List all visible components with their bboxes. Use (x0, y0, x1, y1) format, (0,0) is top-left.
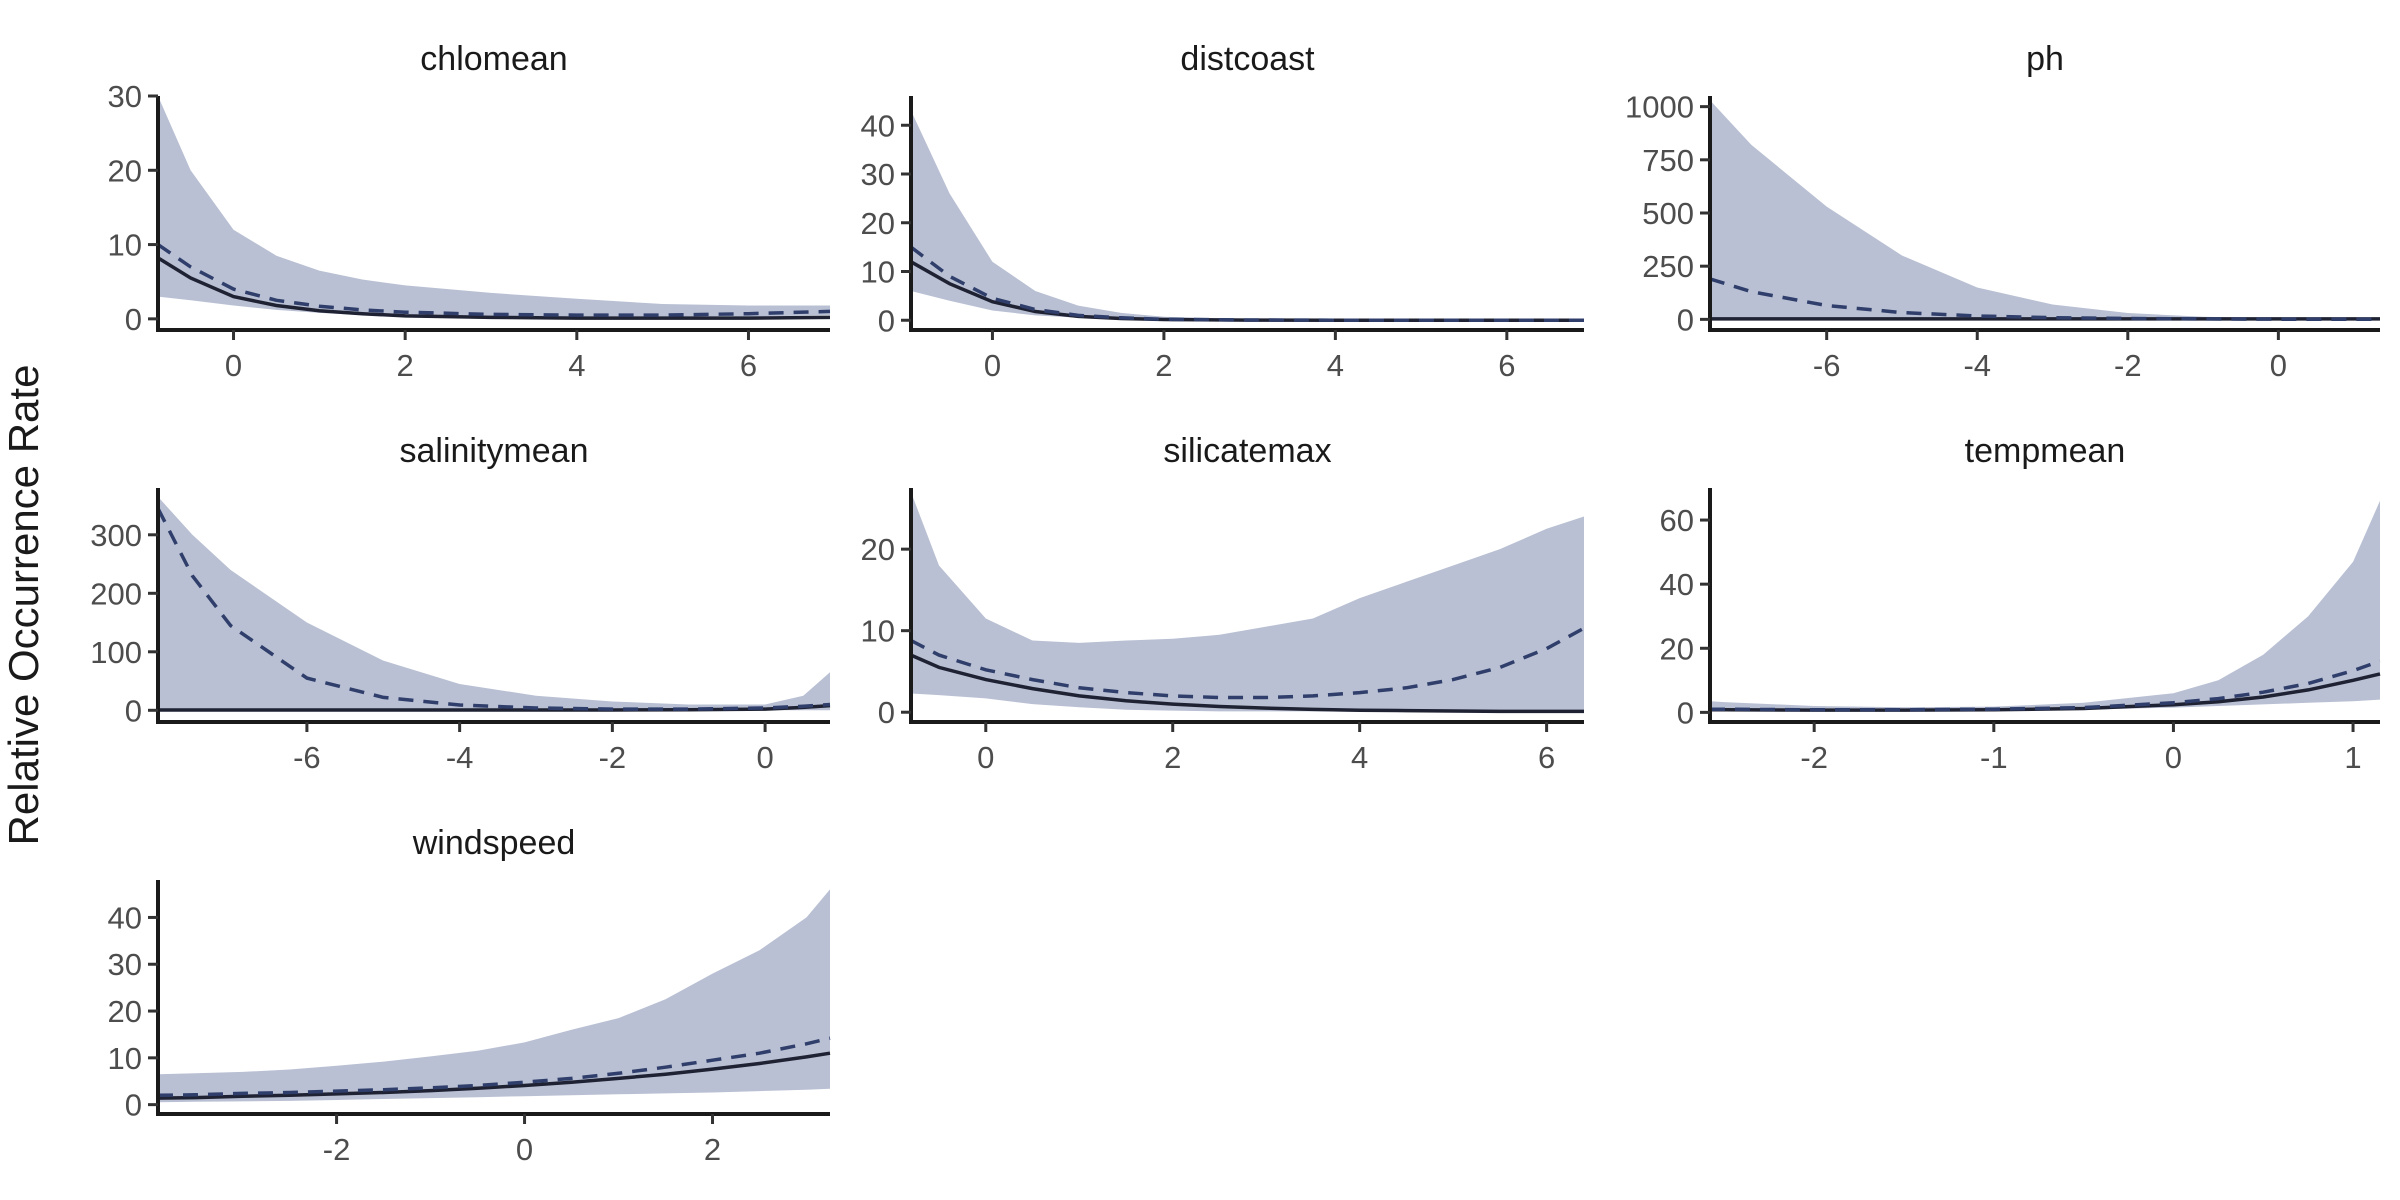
solid-series-line (157, 256, 831, 320)
solid-series-line (910, 653, 1584, 714)
panel-silicatemax: silicatemax 0 10 20 0 2 4 6 (861, 432, 1585, 775)
y-tick-label: 0 (1677, 302, 1694, 337)
x-tick-label: 0 (225, 348, 242, 383)
y-tick-label: 30 (861, 157, 895, 192)
panel-windspeed: windspeed 0 10 20 30 40 -2 0 2 (108, 824, 831, 1167)
dashed-series-line (157, 1036, 831, 1098)
x-tick-label: -1 (1980, 740, 2008, 775)
x-tick-label: -2 (323, 1132, 351, 1167)
y-tick-label: 0 (878, 695, 895, 730)
y-axis-label: Relative Occurrence Rate (0, 365, 47, 846)
y-tick-label: 0 (125, 1088, 142, 1123)
y-tick-label: 40 (861, 108, 895, 143)
y-tick-label: 20 (861, 206, 895, 241)
x-tick-label: 0 (2270, 348, 2287, 383)
panel-title: distcoast (1180, 40, 1315, 78)
solid-series-line (910, 260, 1584, 323)
y-tick-label: 30 (108, 947, 142, 982)
x-tick-label: -6 (293, 740, 321, 775)
dashed-series-line (909, 245, 1584, 323)
x-tick-label: 0 (977, 740, 994, 775)
panel-chlomean: chlomean 0 10 20 30 0 2 4 6 (108, 40, 831, 383)
y-tick-label: 0 (125, 302, 142, 337)
y-tick-label: 20 (108, 153, 142, 188)
solid-series-line (157, 1051, 831, 1100)
y-tick-label: 0 (1677, 695, 1694, 730)
y-tick-label: 20 (108, 994, 142, 1029)
y-tick-label: 0 (878, 303, 895, 338)
panel-title: windspeed (412, 824, 576, 862)
y-tick-label: 750 (1642, 143, 1694, 178)
y-tick-label: 10 (861, 614, 895, 649)
confidence-ribbon (158, 96, 830, 318)
x-tick-label: 4 (1351, 740, 1368, 775)
y-tick-label: 40 (1660, 567, 1694, 602)
x-tick-label: 6 (1538, 740, 1555, 775)
panel-distcoast: distcoast 0 10 20 30 40 0 2 4 6 (861, 40, 1584, 383)
x-tick-label: 0 (2165, 740, 2182, 775)
y-tick-label: 10 (108, 228, 142, 263)
y-tick-label: 30 (108, 79, 142, 114)
y-tick-label: 100 (90, 635, 142, 670)
x-tick-label: 2 (397, 348, 414, 383)
x-tick-label: -2 (599, 740, 627, 775)
y-tick-label: 0 (125, 693, 142, 728)
x-tick-label: 2 (704, 1132, 721, 1167)
dashed-series-line (910, 626, 1585, 700)
x-tick-label: -6 (1813, 348, 1841, 383)
y-tick-label: 300 (90, 518, 142, 553)
y-tick-label: 10 (861, 255, 895, 290)
y-tick-label: 250 (1642, 249, 1694, 284)
solid-series-line (158, 703, 831, 712)
x-tick-label: 0 (516, 1132, 533, 1167)
x-tick-label: 0 (756, 740, 773, 775)
y-tick-label: 40 (108, 900, 142, 935)
y-tick-label: 20 (1660, 631, 1694, 666)
x-tick-label: 0 (984, 348, 1001, 383)
y-tick-label: 60 (1660, 503, 1694, 538)
panel-salinitymean: salinitymean 0 100 200 300 -6 -4 -2 0 (90, 432, 831, 775)
x-tick-label: 6 (740, 348, 757, 383)
y-tick-label: 20 (861, 532, 895, 567)
panel-ph: ph 0 250 500 750 1000 -6 -4 -2 0 (1625, 40, 2380, 383)
x-tick-label: 1 (2344, 740, 2361, 775)
confidence-ribbon (911, 110, 1584, 321)
x-tick-label: -2 (2114, 348, 2142, 383)
dashed-series-line (1710, 659, 2381, 712)
y-tick-label: 200 (90, 576, 142, 611)
y-tick-label: 10 (108, 1041, 142, 1076)
panel-title: silicatemax (1163, 432, 1331, 470)
x-tick-label: -4 (446, 740, 474, 775)
panel-title: ph (2026, 40, 2064, 78)
confidence-ribbon (911, 492, 1584, 712)
x-tick-label: 2 (1164, 740, 1181, 775)
x-tick-label: 4 (1327, 348, 1344, 383)
confidence-ribbon (1710, 500, 2380, 712)
x-tick-label: -2 (1800, 740, 1828, 775)
y-tick-label: 1000 (1625, 90, 1694, 125)
confidence-ribbon (158, 889, 830, 1103)
confidence-ribbon (1710, 100, 2380, 320)
x-tick-label: 6 (1498, 348, 1515, 383)
x-tick-label: 2 (1155, 348, 1172, 383)
x-tick-label: 4 (568, 348, 585, 383)
panel-title: tempmean (1965, 432, 2126, 470)
x-tick-label: -4 (1963, 348, 1991, 383)
panel-tempmean: tempmean 0 20 40 60 -2 -1 0 1 (1660, 432, 2381, 775)
panel-title: chlomean (420, 40, 567, 78)
panel-title: salinitymean (400, 432, 589, 470)
y-tick-label: 500 (1642, 196, 1694, 231)
dashed-series-line (157, 243, 831, 317)
dashed-series-line (156, 507, 831, 711)
confidence-ribbon (158, 496, 830, 711)
